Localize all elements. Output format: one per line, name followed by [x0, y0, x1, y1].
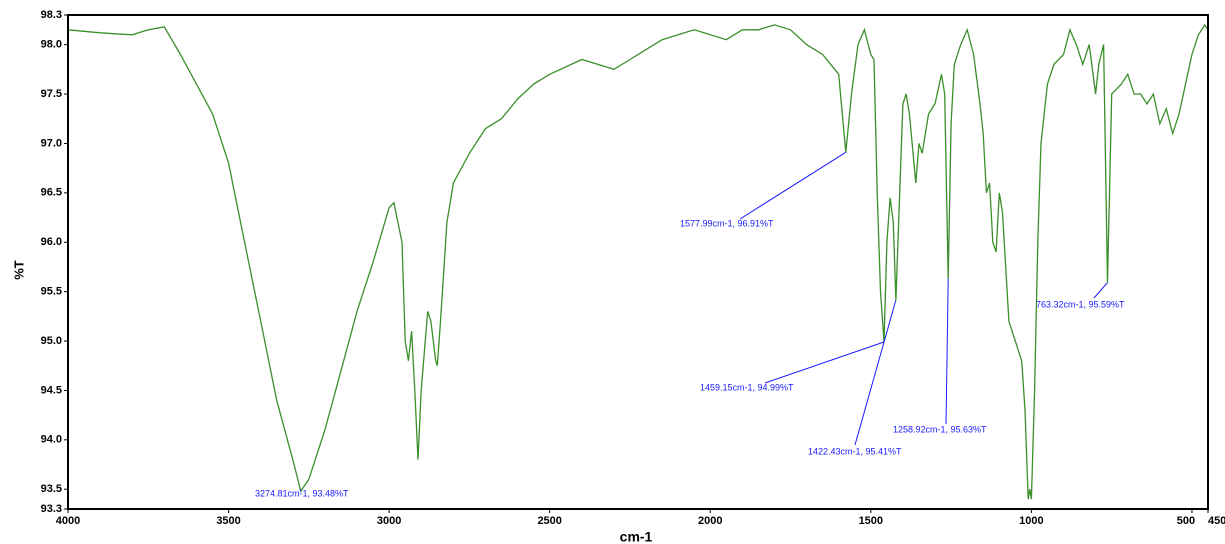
x-tick-label: 2000	[698, 515, 722, 527]
y-tick-label: 97.5	[41, 88, 62, 100]
x-tick-label: 1500	[859, 515, 883, 527]
annotation-leader	[764, 341, 885, 384]
y-tick-label: 95.5	[41, 286, 62, 298]
annotation-label: 1577.99cm-1, 96.91%T	[680, 218, 774, 228]
y-axis-label: %T	[11, 260, 26, 280]
annotation-leader	[1093, 282, 1108, 299]
annotation-leader	[945, 278, 949, 425]
x-tick-label: 3000	[377, 515, 401, 527]
annotation-leader	[299, 488, 302, 492]
x-tick-label: 4000	[56, 515, 80, 527]
plot-frame	[67, 14, 1209, 510]
annotation-label: 1459.15cm-1, 94.99%T	[700, 382, 794, 392]
y-tick-label: 97.0	[41, 137, 62, 149]
y-tick-label: 94.5	[41, 384, 62, 396]
x-tick-label: 450	[1208, 515, 1225, 527]
y-tick-label: 93.5	[41, 483, 62, 495]
x-tick-label: 500	[1177, 515, 1195, 527]
x-tick-label: 2500	[537, 515, 561, 527]
x-tick-label: 3500	[216, 515, 240, 527]
y-tick-label: 93.3	[41, 503, 62, 515]
y-tick-label: 94.0	[41, 434, 62, 446]
annotation-label: 3274.81cm-1, 93.48%T	[255, 488, 349, 498]
annotation-label: 763.32cm-1, 95.59%T	[1036, 299, 1125, 309]
annotation-leader	[739, 151, 847, 220]
annotation-leader	[854, 300, 897, 446]
annotation-label: 1422.43cm-1, 95.41%T	[808, 446, 902, 456]
y-tick-label: 98.0	[41, 39, 62, 51]
y-tick-label: 96.0	[41, 236, 62, 248]
spectrum-line	[67, 23, 1209, 500]
x-axis-label: cm-1	[620, 529, 653, 544]
y-tick-label: 96.5	[41, 187, 62, 199]
annotation-label: 1258.92cm-1, 95.63%T	[893, 424, 987, 434]
y-tick-label: 95.0	[41, 335, 62, 347]
x-tick-label: 1000	[1019, 515, 1043, 527]
y-tick-label: 98.3	[41, 9, 62, 21]
